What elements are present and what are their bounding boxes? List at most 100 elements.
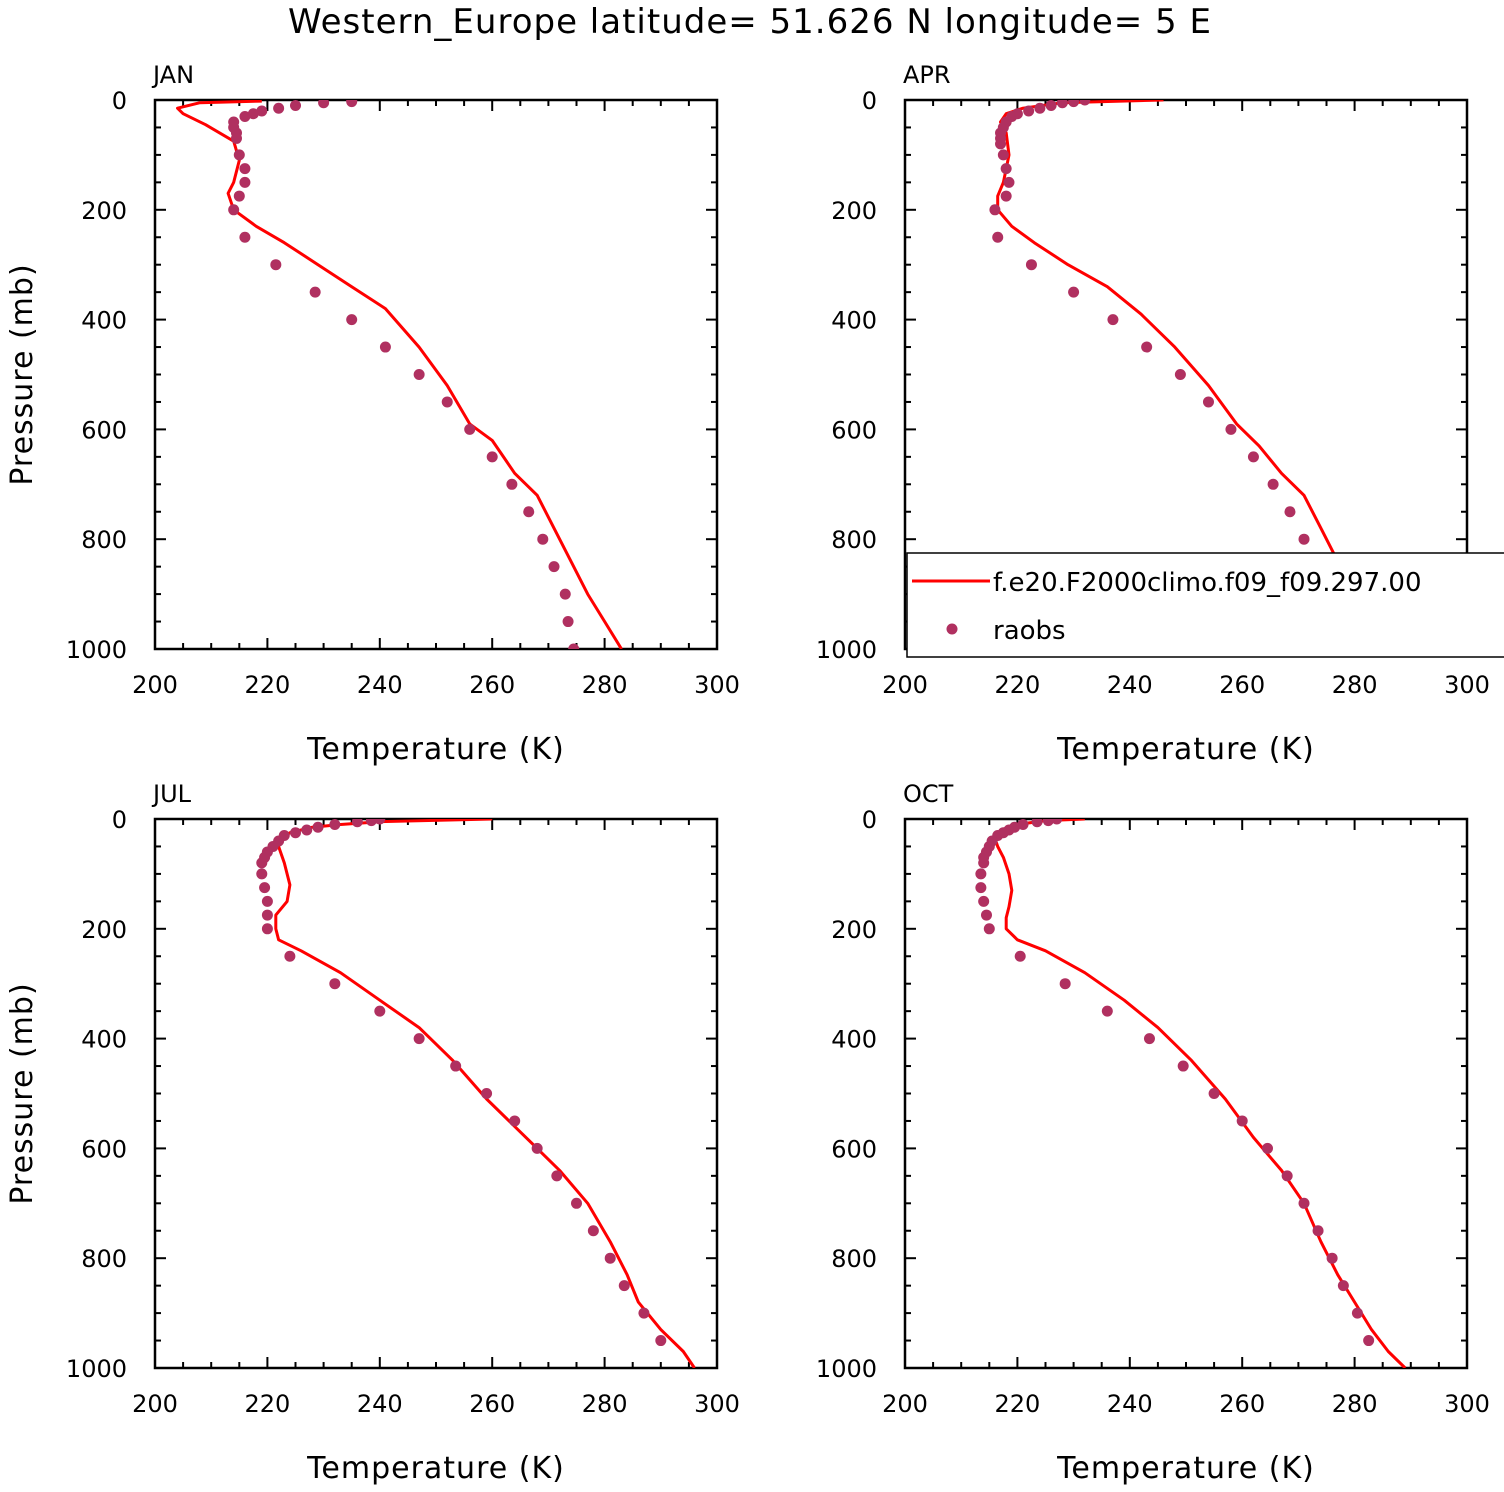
plot-area xyxy=(256,819,696,1368)
x-tick-label: 280 xyxy=(1332,1390,1378,1418)
plot-frame xyxy=(903,817,1469,1370)
raobs-point xyxy=(980,909,992,921)
raobs-point xyxy=(259,882,271,894)
raobs-point xyxy=(309,286,321,298)
raobs-point xyxy=(1003,176,1015,188)
y-axis-title: Pressure (mb) xyxy=(5,263,40,485)
raobs-point xyxy=(346,100,358,108)
x-tick-label: 200 xyxy=(132,1390,178,1418)
raobs-point xyxy=(989,204,1001,216)
raobs-point xyxy=(239,231,251,243)
x-tick-label: 240 xyxy=(357,1390,403,1418)
y-tick-label: 400 xyxy=(831,1026,877,1054)
plot-frame xyxy=(153,98,719,651)
x-axis-title: Temperature (K) xyxy=(1056,732,1315,767)
raobs-point xyxy=(618,1280,630,1292)
legend-model-label: f.e20.F2000climo.f09_f09.297.00 xyxy=(993,568,1422,598)
raobs-point xyxy=(233,190,245,202)
y-axis-title: Pressure (mb) xyxy=(5,982,40,1204)
raobs-point xyxy=(1141,341,1153,353)
raobs-point xyxy=(261,895,273,907)
raobs-point xyxy=(1284,506,1296,518)
raobs-point xyxy=(1298,1197,1310,1209)
raobs-point xyxy=(247,108,259,120)
y-tick-label: 600 xyxy=(831,1135,877,1163)
raobs-point xyxy=(379,341,391,353)
raobs-point xyxy=(509,1115,521,1127)
raobs-point xyxy=(290,827,301,839)
raobs-point xyxy=(1202,396,1214,408)
raobs-point xyxy=(1281,1170,1293,1182)
y-tick-label: 1000 xyxy=(66,1355,127,1383)
y-tick-label: 800 xyxy=(831,1245,877,1273)
raobs-point xyxy=(239,176,251,188)
raobs-point xyxy=(413,1033,425,1045)
raobs-point xyxy=(1174,369,1186,380)
raobs-point xyxy=(571,1197,582,1209)
y-tick-label: 600 xyxy=(81,416,127,444)
raobs-point xyxy=(1337,1280,1349,1292)
raobs-point xyxy=(1056,100,1068,109)
y-tick-label: 800 xyxy=(831,526,877,554)
panel-title: OCT xyxy=(903,780,954,808)
raobs-point xyxy=(256,857,268,869)
raobs-point xyxy=(1267,478,1279,490)
y-tick-label: 400 xyxy=(81,307,127,335)
raobs-point xyxy=(441,396,453,408)
raobs-point xyxy=(1017,819,1029,830)
x-tick-label: 220 xyxy=(994,671,1040,699)
raobs-point xyxy=(239,163,251,175)
x-tick-label: 260 xyxy=(469,671,515,699)
y-tick-label: 200 xyxy=(831,916,877,944)
y-tick-label: 800 xyxy=(81,1245,127,1273)
raobs-point xyxy=(568,643,580,649)
raobs-point xyxy=(312,821,324,833)
raobs-point xyxy=(978,895,990,907)
panel-title: APR xyxy=(903,61,951,89)
legend-box xyxy=(906,552,1504,658)
raobs-point xyxy=(975,882,987,894)
raobs-point xyxy=(1326,1252,1338,1264)
x-tick-label: 200 xyxy=(882,671,928,699)
raobs-point xyxy=(1000,163,1012,175)
legend-dot-swatch xyxy=(946,623,958,635)
raobs-point xyxy=(537,533,549,545)
plot-area xyxy=(975,819,1407,1368)
y-tick-label: 200 xyxy=(81,916,127,944)
raobs-point xyxy=(481,1088,493,1099)
y-tick-label: 800 xyxy=(81,526,127,554)
raobs-point xyxy=(997,149,1009,161)
y-tick-label: 1000 xyxy=(66,636,127,664)
y-tick-label: 200 xyxy=(81,197,127,225)
model-profile-line xyxy=(176,100,623,649)
panel-jan: JAN 200 220 240 260 280 300 0 200 400 600 800 1000 Te… xyxy=(5,61,740,767)
raobs-point xyxy=(1225,423,1237,435)
raobs-point xyxy=(413,369,425,380)
raobs-point xyxy=(1034,102,1046,114)
x-tick-label: 200 xyxy=(882,1390,928,1418)
raobs-point xyxy=(975,868,987,880)
raobs-point xyxy=(992,231,1004,243)
raobs-point xyxy=(638,1307,650,1319)
y-tick-label: 1000 xyxy=(816,636,877,664)
plot-area xyxy=(989,100,1390,649)
x-tick-label: 300 xyxy=(1444,671,1490,699)
x-tick-label: 220 xyxy=(994,1390,1040,1418)
x-tick-label: 240 xyxy=(1107,1390,1153,1418)
raobs-point xyxy=(604,1252,616,1264)
raobs-point xyxy=(1351,1307,1363,1319)
panel-title: JUL xyxy=(151,780,192,808)
raobs-point xyxy=(983,923,995,935)
raobs-point xyxy=(239,110,251,122)
raobs-point xyxy=(301,824,313,836)
x-tick-label: 300 xyxy=(694,1390,740,1418)
raobs-point xyxy=(256,105,268,117)
raobs-point xyxy=(464,423,476,435)
panel-title: JAN xyxy=(151,61,194,89)
raobs-point xyxy=(228,204,240,216)
y-tick-label: 1000 xyxy=(816,1355,877,1383)
raobs-point xyxy=(318,100,330,109)
raobs-point xyxy=(284,950,296,962)
raobs-point xyxy=(1107,314,1119,326)
